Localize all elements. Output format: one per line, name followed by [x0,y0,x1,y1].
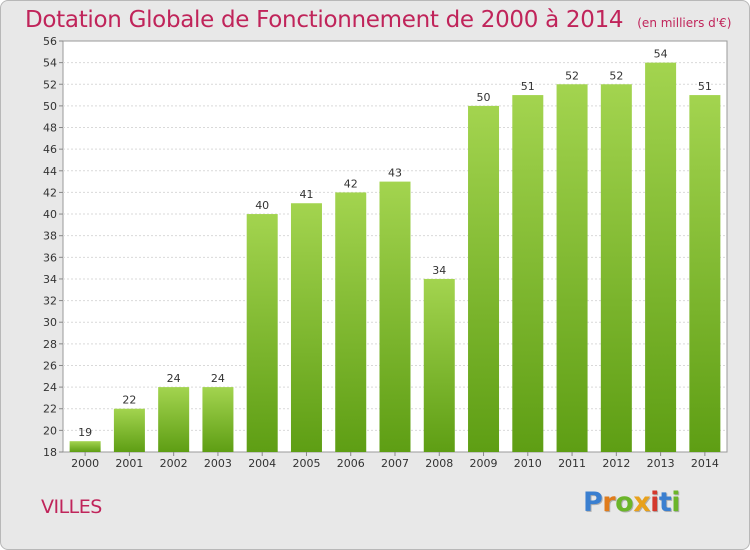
value-label-2014: 51 [698,80,712,93]
y-tick-label: 52 [43,78,57,91]
x-tick-label-2013: 2013 [647,457,675,470]
x-tick-label-2008: 2008 [425,457,453,470]
x-axis: 2000 2001 2002 2003 2004 2005 2006 2007 2008 2009… [71,452,719,470]
x-tick-label-2000: 2000 [71,457,99,470]
logo-letter: r [602,487,616,518]
bar-2007 [379,181,411,452]
bars [69,62,721,453]
value-label-2007: 43 [388,167,402,180]
y-tick-label: 54 [43,57,57,70]
x-tick-label-2011: 2011 [558,457,586,470]
value-label-2001: 22 [122,394,136,407]
y-tick-label: 32 [43,295,57,308]
value-label-2012: 52 [609,69,623,82]
bar-2003 [202,387,234,452]
bar-2006 [335,192,367,452]
logo-letter: t [658,487,672,518]
value-label-2008: 34 [432,264,446,277]
y-tick-label: 20 [43,424,57,437]
x-tick-label-2007: 2007 [381,457,409,470]
value-label-2010: 51 [521,80,535,93]
value-label-2011: 52 [565,69,579,82]
x-tick-label-2009: 2009 [470,457,498,470]
y-axis: 18 20 22 24 26 28 30 32 34 36 38 40 42 44 46 48 50 52 54 56 [43,35,63,459]
bar-2012 [600,84,632,453]
x-tick-label-2001: 2001 [115,457,143,470]
logo-letter: P [583,487,603,518]
bar-2014 [689,95,721,452]
x-tick-label-2005: 2005 [292,457,320,470]
y-tick-label: 46 [43,143,57,156]
y-tick-label: 18 [43,446,57,459]
value-labels: 19 22 24 24 40 41 42 43 34 50 51 52 52 54 51 [78,48,712,440]
y-tick-label: 50 [43,100,57,113]
logo-letter: i [671,487,681,518]
value-label-2013: 54 [654,48,668,61]
y-tick-label: 48 [43,122,57,135]
y-tick-label: 56 [43,35,57,48]
value-label-2003: 24 [211,372,225,385]
y-tick-label: 34 [43,273,57,286]
bar-2004 [246,214,278,452]
value-label-2004: 40 [255,199,269,212]
chart-subtitle: (en milliers d'€) [637,16,732,30]
y-tick-label: 44 [43,165,57,178]
value-label-2009: 50 [477,91,491,104]
logo-letter: o [615,487,634,518]
y-tick-label: 30 [43,316,57,329]
x-tick-label-2003: 2003 [204,457,232,470]
y-tick-label: 40 [43,208,57,221]
commune-name: VILLES [41,496,102,518]
y-tick-label: 36 [43,251,57,264]
y-tick-label: 26 [43,359,57,372]
value-label-2005: 41 [299,188,313,201]
y-tick-label: 24 [43,381,57,394]
y-tick-label: 42 [43,186,57,199]
logo-letter: i [650,487,659,518]
x-tick-label-2010: 2010 [514,457,542,470]
bar-2009 [468,105,500,452]
bar-2011 [556,84,588,453]
value-label-2006: 42 [344,177,358,190]
x-tick-label-2004: 2004 [248,457,276,470]
x-tick-label-2006: 2006 [337,457,365,470]
y-tick-label: 38 [43,230,57,243]
proxiti-logo: Proxiti [583,487,681,518]
y-tick-label: 28 [43,338,57,351]
x-tick-label-2012: 2012 [602,457,630,470]
bar-2000 [69,441,101,452]
bar-2001 [113,408,145,452]
value-label-2000: 19 [78,426,92,439]
x-tick-label-2002: 2002 [160,457,188,470]
chart-title: Dotation Globale de Fonctionnement de 20… [25,7,731,33]
bar-2002 [158,387,190,452]
bar-2010 [512,95,544,452]
value-label-2002: 24 [167,372,181,385]
bar-2013 [645,62,677,452]
bar-2008 [423,278,455,452]
logo-letter: x [633,487,651,518]
x-tick-label-2014: 2014 [691,457,719,470]
chart-title-text: Dotation Globale de Fonctionnement de 20… [25,7,624,33]
y-tick-label: 22 [43,403,57,416]
bar-2005 [290,203,322,452]
